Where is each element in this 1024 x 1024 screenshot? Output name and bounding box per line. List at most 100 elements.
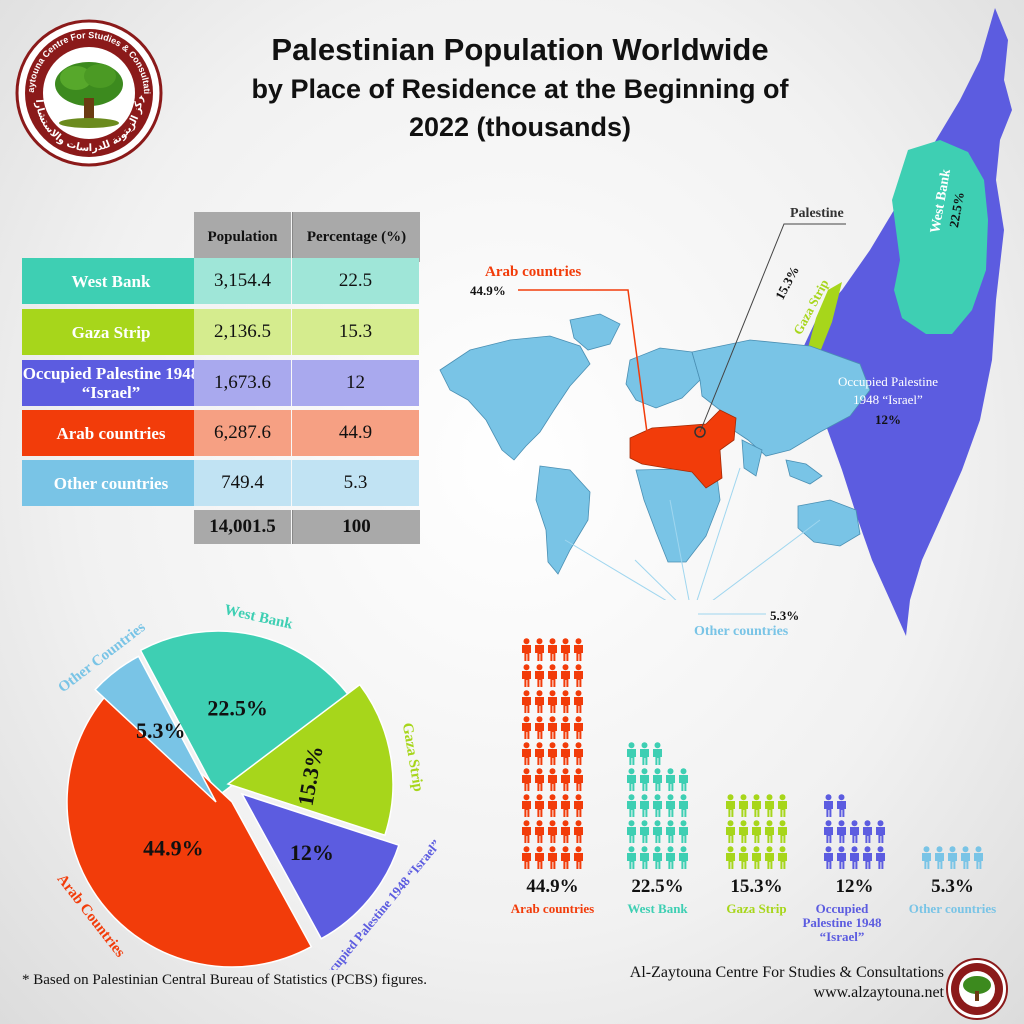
person-icon <box>572 716 585 739</box>
cell-pct-gaza: 15.3 <box>292 309 419 355</box>
person-icon <box>638 820 651 843</box>
person-icon <box>625 768 638 791</box>
person-icon <box>651 742 664 765</box>
person-icon <box>520 846 533 869</box>
person-icon <box>559 768 572 791</box>
person-icon <box>533 690 546 713</box>
person-icon <box>533 716 546 739</box>
person-icon <box>520 690 533 713</box>
person-icon <box>572 690 585 713</box>
person-icon <box>533 742 546 765</box>
person-icon <box>520 820 533 843</box>
person-icon <box>763 846 776 869</box>
picto-pct-gaza: 15.3% <box>730 876 783 897</box>
person-icon <box>546 716 559 739</box>
person-icon <box>572 664 585 687</box>
row-label-arab: Arab countries <box>22 410 212 456</box>
person-icon <box>651 768 664 791</box>
person-icon <box>533 794 546 817</box>
person-icon <box>737 794 750 817</box>
person-icon <box>559 794 572 817</box>
person-icon <box>874 846 887 869</box>
person-icon <box>835 846 848 869</box>
picto-pct-arab: 44.9% <box>526 876 579 897</box>
person-icon <box>848 820 861 843</box>
person-icon <box>533 768 546 791</box>
person-icon <box>572 820 585 843</box>
picto-pct-israel: 12% <box>835 876 874 897</box>
person-icon <box>638 846 651 869</box>
person-icon <box>559 690 572 713</box>
person-icon <box>520 794 533 817</box>
person-icon <box>724 846 737 869</box>
person-icon <box>835 794 848 817</box>
map-arab-pct: 44.9% <box>470 283 506 298</box>
person-icon <box>861 820 874 843</box>
person-icon <box>546 768 559 791</box>
person-icon <box>822 820 835 843</box>
person-icon <box>848 846 861 869</box>
row-label-israel: Occupied Palestine 1948 “Israel” <box>22 360 212 406</box>
person-icon <box>750 820 763 843</box>
pie-outer-label-gaza-strip: Gaza Strip <box>399 722 426 793</box>
person-icon <box>533 820 546 843</box>
pie-value-label-other-countries: 5.3% <box>136 718 186 743</box>
person-icon <box>933 846 946 869</box>
person-icon <box>677 794 690 817</box>
cell-pct-other: 5.3 <box>292 460 419 506</box>
pie-slice-arab-countries <box>66 688 313 968</box>
picto-label-arab: Arab countries <box>510 901 595 916</box>
person-icon <box>638 742 651 765</box>
pie-slice-israel <box>240 792 400 940</box>
cell-pct-west-bank: 22.5 <box>292 258 419 304</box>
cell-pct-israel: 12 <box>292 360 419 406</box>
picto-label-israel: Occupied Palestine 1948 “Israel” <box>802 901 882 944</box>
row-label-gaza: Gaza Strip <box>22 309 212 355</box>
map-other-pct: 5.3% <box>770 608 800 623</box>
picto-label-other: Other countries <box>908 901 997 916</box>
person-icon <box>874 820 887 843</box>
person-icon <box>572 638 585 661</box>
footer-note: * Based on Palestinian Central Bureau of… <box>22 972 427 988</box>
pie-slice-other-countries <box>94 655 217 803</box>
person-icon <box>664 768 677 791</box>
map-arab-label: Arab countries <box>485 264 582 280</box>
person-icon <box>664 846 677 869</box>
person-icon <box>776 846 789 869</box>
map-israel-pct: 12% <box>875 412 901 427</box>
person-icon <box>625 794 638 817</box>
person-icon <box>546 820 559 843</box>
person-icon <box>763 820 776 843</box>
person-icon <box>835 820 848 843</box>
person-icon <box>625 820 638 843</box>
person-icon <box>520 664 533 687</box>
person-icon <box>546 638 559 661</box>
pie-value-label-israel: 12% <box>290 840 334 865</box>
cell-pop-israel: 1,673.6 <box>194 360 291 406</box>
person-icon <box>625 742 638 765</box>
person-icon <box>946 846 959 869</box>
gaza-region <box>808 282 842 352</box>
person-icon <box>572 794 585 817</box>
person-icon <box>959 846 972 869</box>
person-icon <box>750 846 763 869</box>
person-icon <box>546 846 559 869</box>
cell-pct-arab: 44.9 <box>292 410 419 456</box>
person-icon <box>546 742 559 765</box>
person-icon <box>559 638 572 661</box>
picto-pct-west-bank: 22.5% <box>631 876 684 897</box>
person-icon <box>737 820 750 843</box>
person-icon <box>776 820 789 843</box>
person-icon <box>520 742 533 765</box>
cell-pop-west-bank: 3,154.4 <box>194 258 291 304</box>
person-icon <box>638 768 651 791</box>
pie-slice-gaza-strip <box>226 683 394 837</box>
person-icon <box>572 768 585 791</box>
person-icon <box>822 846 835 869</box>
person-icon <box>651 846 664 869</box>
pie-outer-label-west-bank: West Bank <box>223 602 295 633</box>
person-icon <box>651 794 664 817</box>
header-percentage: Percentage (%) <box>292 212 420 262</box>
person-icon <box>776 794 789 817</box>
pie-value-label-arab-countries: 44.9% <box>143 836 204 861</box>
